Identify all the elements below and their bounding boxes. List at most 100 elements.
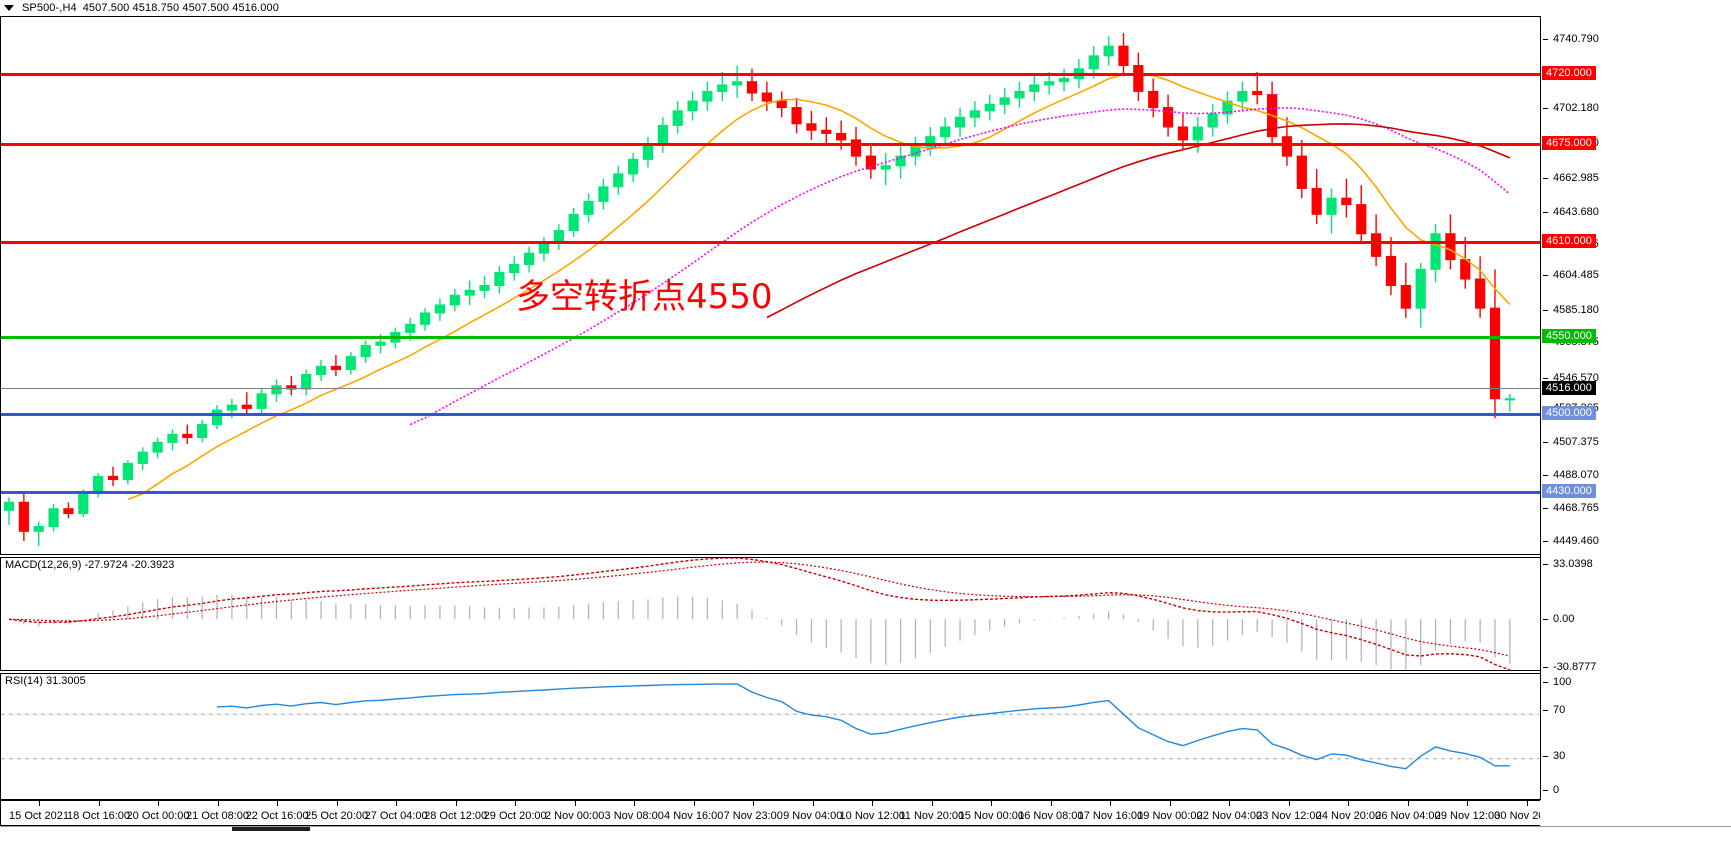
status-tab-indicator[interactable] bbox=[232, 827, 310, 831]
time-axis-inner: 15 Oct 2021 18 Oct 16:00 20 Oct 00:00 21 Oc… bbox=[1, 801, 1540, 825]
time-tick-label: 27 Oct 04:00 bbox=[364, 810, 428, 822]
rsi-tick-30: 30 bbox=[1541, 750, 1565, 762]
time-tick-label: 20 Oct 00:00 bbox=[126, 810, 190, 822]
time-tick-label: 30 Nov 20:00 bbox=[1494, 810, 1540, 822]
time-tick-mark bbox=[1288, 801, 1290, 806]
time-tick-label: 21 Oct 08:00 bbox=[186, 810, 250, 822]
time-tick-label: 7 Nov 23:00 bbox=[723, 810, 783, 822]
price-tick-4468.765: 4468.765 bbox=[1541, 502, 1599, 514]
time-tick-label: 10 Nov 12:00 bbox=[839, 810, 905, 822]
time-tick-label: 3 Nov 08:00 bbox=[604, 810, 664, 822]
time-tick-mark bbox=[98, 801, 100, 806]
rsi-tick-0: 0 bbox=[1541, 784, 1559, 796]
time-tick-label: 18 Oct 16:00 bbox=[67, 810, 131, 822]
price-level-line-4430[interactable] bbox=[1, 491, 1540, 494]
time-tick-label: 22 Oct 16:00 bbox=[245, 810, 309, 822]
price-level-badge-4550[interactable]: 4550.000 bbox=[1542, 329, 1596, 343]
time-tick-mark bbox=[515, 801, 517, 806]
time-tick-label: 24 Nov 20:00 bbox=[1315, 810, 1382, 822]
price-series-layer bbox=[3, 33, 1515, 546]
price-tick-4604.485: 4604.485 bbox=[1541, 269, 1599, 281]
time-tick-mark bbox=[812, 801, 814, 806]
time-tick-label: 17 Nov 16:00 bbox=[1077, 810, 1144, 822]
time-tick-mark bbox=[574, 801, 576, 806]
price-level-line-4610[interactable] bbox=[1, 241, 1540, 244]
time-tick-mark bbox=[158, 801, 160, 806]
price-tick-4702.180: 4702.180 bbox=[1541, 102, 1599, 114]
time-tick-mark bbox=[336, 801, 338, 806]
macd-tick-0.00: 0.00 bbox=[1541, 613, 1574, 625]
time-tick-label: 25 Oct 20:00 bbox=[305, 810, 369, 822]
time-tick-label: 16 Nov 08:00 bbox=[1018, 810, 1084, 822]
time-tick-mark bbox=[1348, 801, 1350, 806]
time-tick-mark bbox=[1229, 801, 1231, 806]
time-tick-label: 19 Nov 00:00 bbox=[1137, 810, 1203, 822]
chart-header: SP500-,H4 4507.500 4518.750 4507.500 451… bbox=[0, 0, 1731, 16]
macd-series-layer bbox=[8, 558, 1511, 670]
time-tick-label: 26 Nov 04:00 bbox=[1375, 810, 1441, 822]
time-tick-label: 9 Nov 04:00 bbox=[783, 810, 843, 822]
rsi-series-layer bbox=[1, 683, 1539, 770]
time-tick-mark bbox=[396, 801, 398, 806]
time-tick-label: 23 Nov 12:00 bbox=[1256, 810, 1322, 822]
time-tick-mark bbox=[39, 801, 40, 806]
price-level-badge-4675[interactable]: 4675.000 bbox=[1542, 136, 1596, 150]
time-tick-mark bbox=[991, 801, 993, 806]
price-level-badge-4720[interactable]: 4720.000 bbox=[1542, 66, 1596, 80]
time-tick-mark bbox=[277, 801, 279, 806]
time-tick-mark bbox=[455, 801, 457, 806]
time-tick-label: 11 Nov 20:00 bbox=[899, 810, 965, 822]
price-level-badge-4610[interactable]: 4610.000 bbox=[1542, 234, 1596, 248]
time-tick-label: 28 Oct 12:00 bbox=[424, 810, 488, 822]
macd-indicator-label: MACD(12,26,9) -27.9724 -20.3923 bbox=[5, 559, 175, 571]
price-tick-4449.460: 4449.460 bbox=[1541, 535, 1599, 547]
time-tick-mark bbox=[217, 801, 219, 806]
price-pane[interactable]: 多空转折点4550 bbox=[0, 16, 1540, 555]
triangle-down-icon[interactable] bbox=[4, 5, 14, 11]
rsi-pane-inner: RSI(14) 31.3005 bbox=[1, 674, 1540, 799]
rsi-indicator-label: RSI(14) 31.3005 bbox=[5, 675, 86, 687]
price-level-line-4516[interactable] bbox=[1, 388, 1540, 389]
price-pane-inner: 多空转折点4550 bbox=[1, 17, 1540, 554]
chart-annotation-text: 多空转折点4550 bbox=[516, 277, 773, 317]
macd-tick-33.0398: 33.0398 bbox=[1541, 558, 1593, 570]
time-tick-mark bbox=[753, 801, 755, 806]
time-tick-label: 2 Nov 00:00 bbox=[545, 810, 605, 822]
price-level-badge-4430[interactable]: 4430.000 bbox=[1542, 484, 1596, 498]
time-tick-mark bbox=[1467, 801, 1469, 806]
time-tick-mark bbox=[1169, 801, 1171, 806]
macd-pane[interactable]: MACD(12,26,9) -27.9724 -20.3923 bbox=[0, 557, 1540, 671]
price-level-badge-4516[interactable]: 4516.000 bbox=[1542, 381, 1596, 395]
time-tick-label: 22 Nov 04:00 bbox=[1196, 810, 1263, 822]
time-tick-mark bbox=[1050, 801, 1052, 806]
price-scale-axis[interactable]: 4740.7904702.1804682.2904662.9854643.680… bbox=[1540, 16, 1731, 800]
time-tick-label: 4 Nov 16:00 bbox=[664, 810, 724, 822]
symbol-label: SP500-,H4 bbox=[22, 2, 77, 14]
macd-pane-inner: MACD(12,26,9) -27.9724 -20.3923 bbox=[1, 558, 1540, 670]
rsi-tick-100: 100 bbox=[1541, 676, 1571, 688]
time-tick-mark bbox=[634, 801, 636, 806]
price-level-line-4720[interactable] bbox=[1, 73, 1540, 76]
macd-tick--30.8777: -30.8777 bbox=[1541, 661, 1596, 673]
time-tick-mark bbox=[1407, 801, 1409, 806]
price-level-line-4500[interactable] bbox=[1, 413, 1540, 416]
time-tick-label: 15 Oct 2021 bbox=[9, 810, 69, 822]
price-level-badge-4500[interactable]: 4500.000 bbox=[1542, 406, 1596, 420]
time-axis[interactable]: 15 Oct 2021 18 Oct 16:00 20 Oct 00:00 21 Oc… bbox=[0, 800, 1540, 826]
price-level-line-4550[interactable] bbox=[1, 336, 1540, 339]
price-tick-4662.985: 4662.985 bbox=[1541, 172, 1599, 184]
time-tick-mark bbox=[931, 801, 933, 806]
rsi-tick-70: 70 bbox=[1541, 704, 1565, 716]
time-tick-label: 29 Nov 12:00 bbox=[1434, 810, 1501, 822]
time-tick-mark bbox=[1527, 801, 1528, 806]
rsi-pane[interactable]: RSI(14) 31.3005 bbox=[0, 673, 1540, 800]
price-tick-4643.680: 4643.680 bbox=[1541, 206, 1599, 218]
price-level-line-4675[interactable] bbox=[1, 143, 1540, 146]
price-tick-4488.070: 4488.070 bbox=[1541, 469, 1599, 481]
time-tick-mark bbox=[1110, 801, 1112, 806]
time-tick-mark bbox=[693, 801, 695, 806]
price-tick-4740.790: 4740.790 bbox=[1541, 33, 1599, 45]
time-tick-mark bbox=[872, 801, 874, 806]
status-strip bbox=[0, 826, 1731, 842]
